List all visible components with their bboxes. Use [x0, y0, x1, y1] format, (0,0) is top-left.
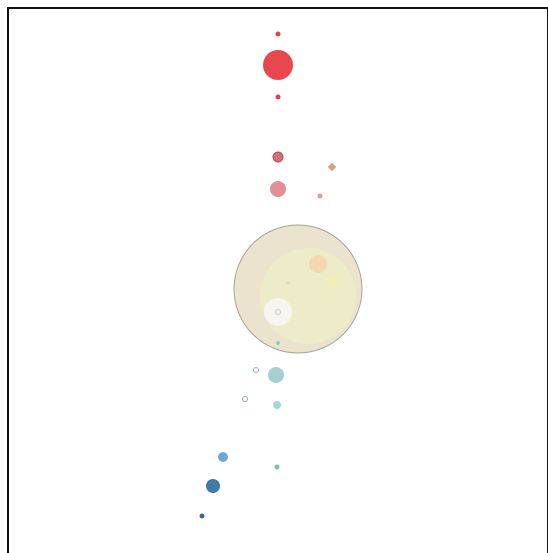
- bubble: [268, 367, 284, 383]
- inner-bubble: [309, 255, 327, 273]
- inner-bubble: [260, 248, 356, 344]
- bubble: [275, 94, 281, 100]
- inner-bubble: [286, 281, 290, 285]
- bubble: [272, 151, 284, 163]
- bubble: [270, 181, 286, 197]
- inner-bubble: [275, 309, 281, 315]
- bubble: [199, 513, 205, 519]
- bubble: [274, 464, 280, 470]
- inner-bubble: [326, 276, 338, 288]
- bubble: [253, 367, 259, 373]
- bubble: [276, 341, 280, 345]
- bubble: [218, 452, 228, 462]
- inner-bubble: [264, 298, 292, 326]
- bubble: [317, 193, 323, 199]
- bubble: [242, 396, 248, 402]
- bubble: [263, 50, 293, 80]
- bubble: [275, 31, 281, 37]
- bubble: [206, 479, 220, 493]
- bubble: [327, 162, 337, 172]
- bubble: [273, 401, 281, 409]
